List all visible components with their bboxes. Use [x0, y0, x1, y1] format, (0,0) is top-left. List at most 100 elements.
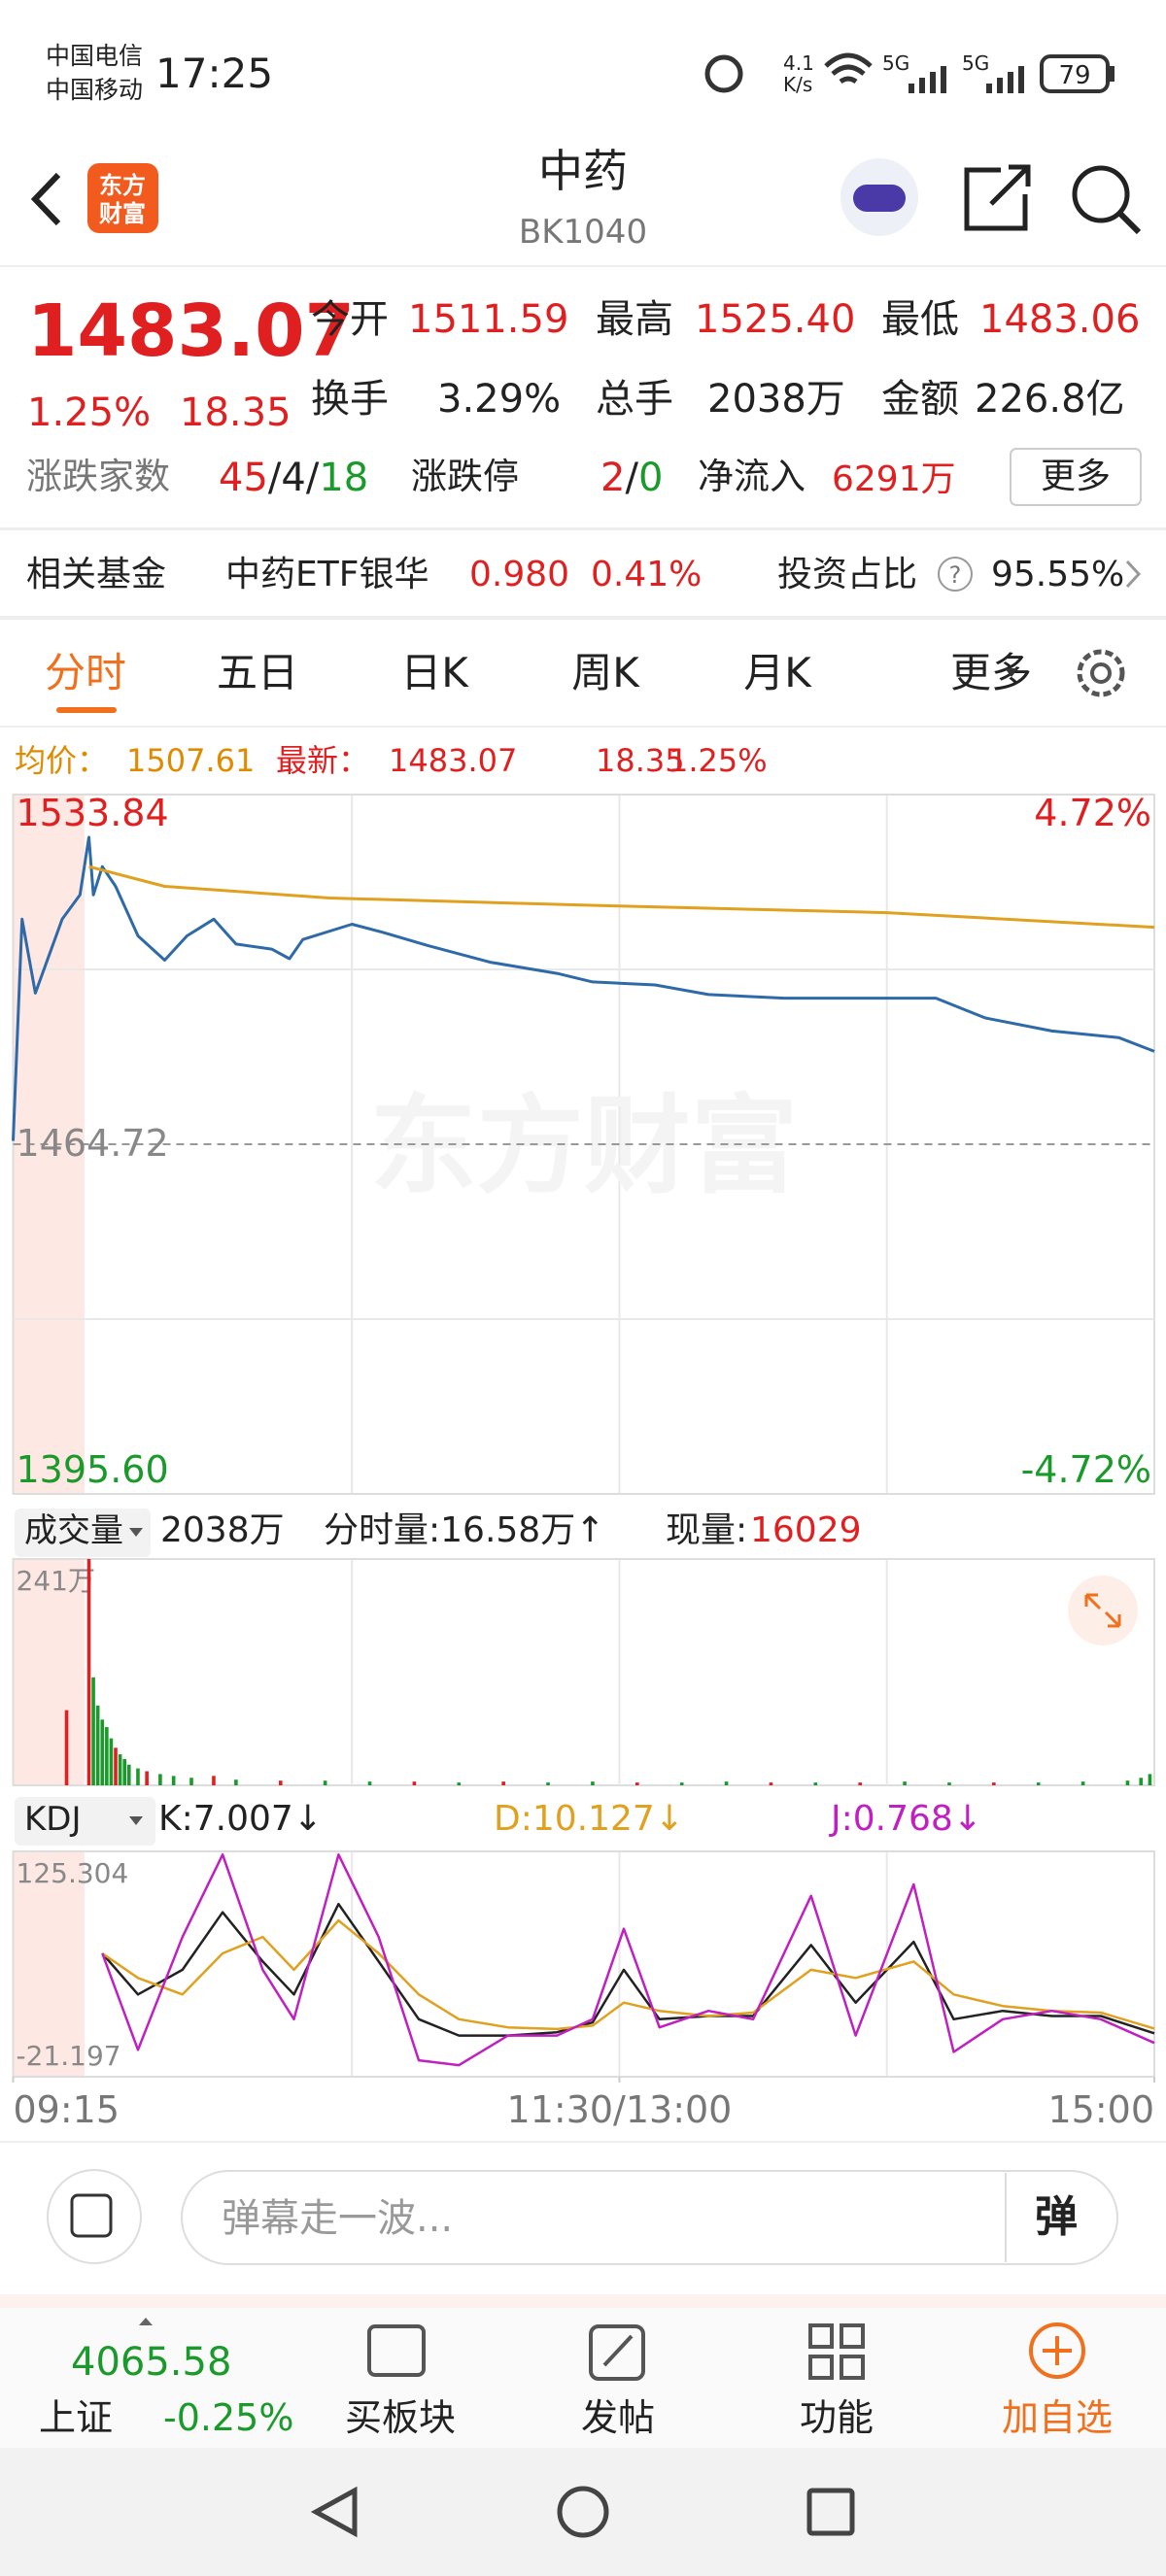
nav-icon-plus	[1043, 2336, 1072, 2365]
current-volume: 16029	[750, 1510, 862, 1550]
nav-icon	[1029, 2322, 1085, 2379]
dropdown-caret	[129, 1816, 143, 1825]
wifi-icon	[824, 52, 873, 85]
search-button[interactable]	[1072, 165, 1130, 223]
comment-input[interactable]	[181, 2170, 1118, 2265]
latest-change: 18.35	[596, 742, 685, 779]
inflow-label: 净流入	[698, 456, 806, 497]
volume-bar	[109, 1738, 114, 1785]
stat-label: 换手	[311, 377, 389, 422]
nav-icon	[367, 2324, 426, 2377]
fund-price: 0.980	[469, 555, 569, 594]
expand-caret[interactable]	[139, 2318, 153, 2325]
danmaku-icon	[70, 2193, 113, 2238]
limit-down: 0	[638, 456, 663, 500]
volume-bar	[91, 1677, 95, 1785]
separator: /	[268, 456, 282, 500]
divider	[0, 2141, 1166, 2143]
nav-item[interactable]: 买板块	[345, 2396, 456, 2439]
expand-button[interactable]	[1068, 1576, 1138, 1645]
volume-bar	[947, 1782, 951, 1785]
indicator-selector[interactable]	[15, 1508, 151, 1557]
nav-back[interactable]	[310, 2486, 358, 2538]
stat-label: 总手	[596, 377, 673, 422]
series-line	[101, 1853, 1155, 2067]
more-button[interactable]	[1010, 448, 1142, 506]
volume-bar	[367, 1781, 372, 1785]
total-volume: 2038万	[160, 1510, 285, 1550]
tab-active[interactable]: 分时	[45, 649, 126, 696]
signal-label: 5G	[962, 51, 989, 75]
series-line	[12, 835, 1155, 1141]
tab-indicator	[56, 707, 117, 713]
change: 18.35	[180, 390, 292, 435]
nav-recents[interactable]	[806, 2488, 855, 2536]
inflow-value: 6291万	[832, 459, 956, 499]
board-code: BK1040	[519, 213, 647, 252]
volume-bar	[1139, 1778, 1144, 1785]
x-tick-label: 11:30/13:00	[507, 2088, 733, 2131]
plot-frame	[12, 1558, 1155, 1786]
danmaku-toggle[interactable]: 弹	[1035, 2192, 1078, 2242]
volume-bar	[136, 1768, 140, 1785]
volume-bar	[126, 1764, 131, 1785]
settings-hub	[1090, 662, 1112, 684]
y-tick-label: 1395.60	[17, 1448, 169, 1491]
tab[interactable]: 月K	[743, 649, 812, 696]
clock: 17:25	[155, 50, 273, 97]
volume-bar	[457, 1782, 462, 1785]
volume-bar	[105, 1727, 109, 1785]
chevron	[1125, 559, 1142, 589]
y-tick-label: 241万	[17, 1565, 95, 1597]
volume-bar	[278, 1780, 283, 1785]
battery	[1040, 54, 1110, 93]
volume-bar	[591, 1781, 595, 1785]
tab[interactable]: 日K	[400, 649, 469, 696]
volume-bar	[635, 1782, 639, 1785]
breadth-label: 涨跌家数	[26, 456, 170, 497]
tab[interactable]: 五日	[217, 649, 298, 696]
nav-item[interactable]: 加自选	[1002, 2396, 1113, 2439]
assistant-face	[853, 185, 906, 212]
share-button[interactable]	[964, 164, 1031, 231]
series-line	[101, 1918, 1155, 2031]
volume-bar	[1148, 1774, 1152, 1785]
stat-label: 金额	[881, 377, 959, 422]
nav-item[interactable]: 功能	[800, 2396, 874, 2439]
index-name: 上证	[39, 2396, 113, 2439]
d-value: D:10.127↓	[494, 1799, 684, 1839]
limit-up: 2	[600, 456, 625, 500]
nav-home[interactable]	[557, 2486, 609, 2538]
volume-bar	[679, 1782, 684, 1785]
tab[interactable]: 周K	[571, 649, 640, 696]
change-pct: 1.25%	[27, 390, 151, 435]
volume-bar	[1125, 1780, 1130, 1785]
back-button[interactable]	[30, 172, 61, 226]
help-icon[interactable]	[938, 557, 973, 592]
last-price: 1483.07	[27, 289, 355, 373]
stat-value: 1525.40	[695, 297, 855, 342]
stat-value: 1483.06	[979, 297, 1140, 342]
app-logo[interactable]	[87, 163, 158, 233]
volume-bar	[992, 1782, 996, 1785]
indicator-selector[interactable]	[15, 1797, 155, 1846]
index-value[interactable]: 4065.58	[71, 2340, 231, 2385]
latest-value: 1483.07	[389, 742, 517, 779]
watermark: 东方财富	[370, 1084, 798, 1208]
volume-bar	[100, 1719, 105, 1785]
danmaku-settings[interactable]	[47, 2169, 142, 2264]
volume-bar	[724, 1781, 729, 1785]
signal-bars	[986, 66, 1024, 93]
nav-item[interactable]: 发帖	[581, 2396, 655, 2439]
y2-tick-label: -4.72%	[1021, 1448, 1151, 1491]
latest-change-pct: 1.25%	[669, 742, 768, 779]
volume-bar	[86, 1559, 91, 1785]
separator: /	[306, 456, 320, 500]
nav-icon	[808, 2323, 865, 2380]
breadth-flat: 4	[281, 456, 305, 500]
volume-bar	[323, 1780, 327, 1785]
comment-placeholder: 弹幕走一波...	[222, 2196, 453, 2241]
settings-button[interactable]	[1077, 649, 1125, 697]
y-tick-label: -21.197	[17, 2040, 121, 2072]
tab[interactable]: 更多	[950, 649, 1032, 696]
